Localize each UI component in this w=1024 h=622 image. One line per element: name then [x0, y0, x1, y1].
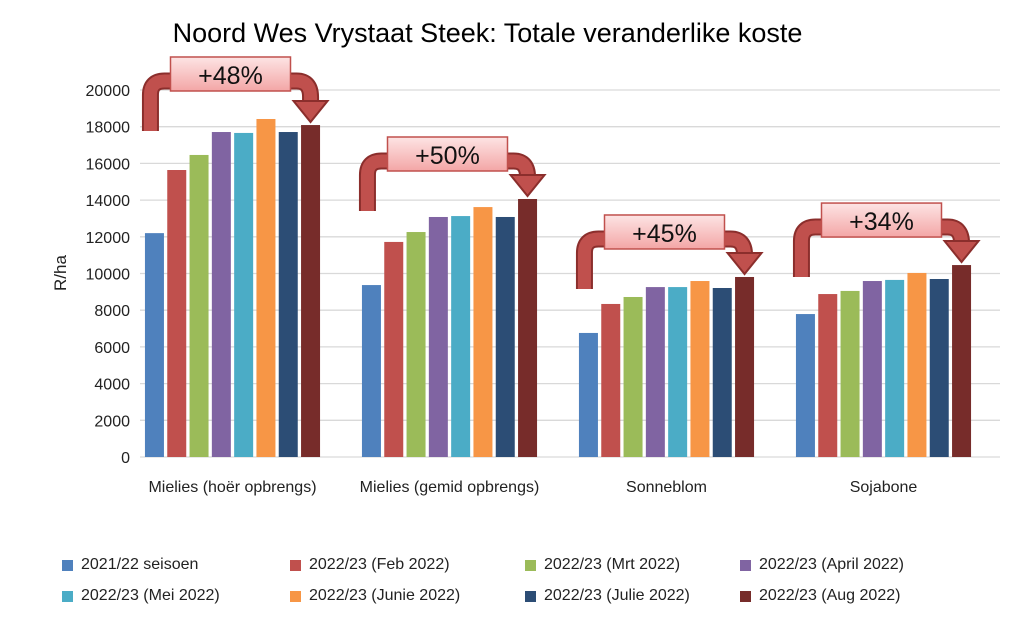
bar-3-3: [623, 296, 643, 457]
legend-label: 2022/23 (Mei 2022): [81, 587, 220, 604]
legend-label: 2022/23 (Mrt 2022): [544, 556, 681, 573]
bar-1-4: [211, 132, 231, 458]
bar-4-8: [952, 265, 972, 457]
bar-2-5: [451, 216, 471, 457]
chart-title: Noord Wes Vrystaat Steek: Totale verande…: [172, 18, 803, 48]
bar-4-5: [885, 279, 905, 457]
annotation-label: +50%: [415, 142, 480, 170]
legend-swatch: [290, 590, 301, 602]
y-tick-label: 2000: [94, 413, 130, 430]
bar-1-5: [234, 132, 254, 457]
bar-2-3: [406, 232, 426, 457]
legend-item: 2022/23 (Julie 2022): [525, 587, 690, 605]
bar-1-1: [144, 233, 164, 457]
legend-label: 2022/23 (Junie 2022): [309, 587, 461, 604]
bar-1-7: [278, 132, 298, 458]
bar-4-3: [840, 290, 860, 457]
bar-3-2: [601, 303, 621, 457]
annotation-box: [603, 214, 726, 250]
arrowhead-icon: [942, 240, 981, 264]
bar-3-5: [668, 287, 688, 457]
x-tick-label: Mielies (gemid opbrengs): [360, 479, 540, 496]
arrowhead-icon: [291, 100, 330, 124]
bar-3-8: [735, 276, 755, 457]
y-axis-label: R/ha: [51, 255, 70, 291]
bar-4-4: [862, 281, 882, 457]
x-tick-label: Sojabone: [850, 479, 918, 496]
arrowhead-icon: [725, 251, 764, 276]
y-tick-label: 6000: [94, 340, 130, 357]
y-tick-label: 12000: [86, 230, 131, 247]
bar-2-4: [428, 216, 448, 457]
legend-item: 2022/23 (Feb 2022): [290, 556, 450, 574]
y-tick-label: 0: [121, 450, 130, 467]
y-tick-label: 16000: [86, 156, 131, 173]
legend-label: 2021/22 seisoen: [81, 556, 199, 573]
bar-4-7: [929, 279, 949, 457]
y-tick-label: 10000: [86, 267, 131, 284]
annotation-box: [820, 202, 943, 238]
arrow-icon: [577, 232, 752, 289]
bar-3-6: [690, 281, 710, 457]
bar-1-8: [301, 125, 321, 458]
annotation-box: [386, 136, 509, 172]
legend-item: 2022/23 (April 2022): [740, 556, 904, 574]
annotation-box: [169, 56, 292, 92]
legend-item: 2022/23 (Mrt 2022): [525, 556, 680, 574]
bar-4-2: [818, 294, 838, 457]
legend-item: 2021/22 seisoen: [62, 556, 198, 574]
legend-label: 2022/23 (Feb 2022): [309, 556, 450, 573]
legend-swatch: [740, 559, 751, 571]
bar-1-2: [167, 170, 187, 458]
annotation-label: +45%: [632, 220, 697, 248]
bar-2-7: [495, 216, 515, 457]
legend-item: 2022/23 (Junie 2022): [290, 587, 460, 605]
bar-2-1: [361, 285, 381, 457]
bar-1-3: [189, 154, 209, 458]
bar-4-6: [907, 272, 927, 457]
bar-2-2: [384, 241, 404, 457]
y-tick-label: 14000: [86, 193, 131, 210]
annotation-label: +48%: [198, 62, 263, 90]
bar-3-4: [645, 287, 665, 457]
legend-swatch: [740, 590, 751, 602]
annotation-label: +34%: [849, 208, 914, 236]
arrow-icon: [360, 154, 535, 211]
legend-label: 2022/23 (Julie 2022): [544, 587, 690, 604]
bar-4-1: [795, 314, 815, 457]
legend-swatch: [62, 559, 73, 571]
y-tick-label: 18000: [86, 120, 131, 137]
y-tick-label: 4000: [94, 377, 130, 394]
y-tick-label: 8000: [94, 303, 130, 320]
bar-3-7: [712, 287, 732, 457]
legend-swatch: [525, 559, 536, 571]
bar-2-8: [518, 198, 538, 457]
bar-1-6: [256, 118, 276, 458]
y-tick-label: 20000: [86, 83, 131, 100]
arrow-icon: [794, 220, 969, 278]
legend-item: 2022/23 (Mei 2022): [62, 587, 220, 605]
legend-swatch: [290, 559, 301, 571]
legend-swatch: [62, 590, 73, 602]
legend-label: 2022/23 (Aug 2022): [759, 587, 901, 604]
bar-2-6: [473, 207, 493, 457]
x-tick-label: Sonneblom: [626, 479, 707, 496]
arrowhead-icon: [508, 173, 547, 198]
legend-swatch: [525, 590, 536, 602]
bar-3-1: [578, 332, 598, 457]
legend-item: 2022/23 (Aug 2022): [740, 587, 900, 605]
legend-label: 2022/23 (April 2022): [759, 556, 904, 573]
x-tick-label: Mielies (hoër opbrengs): [148, 479, 316, 496]
